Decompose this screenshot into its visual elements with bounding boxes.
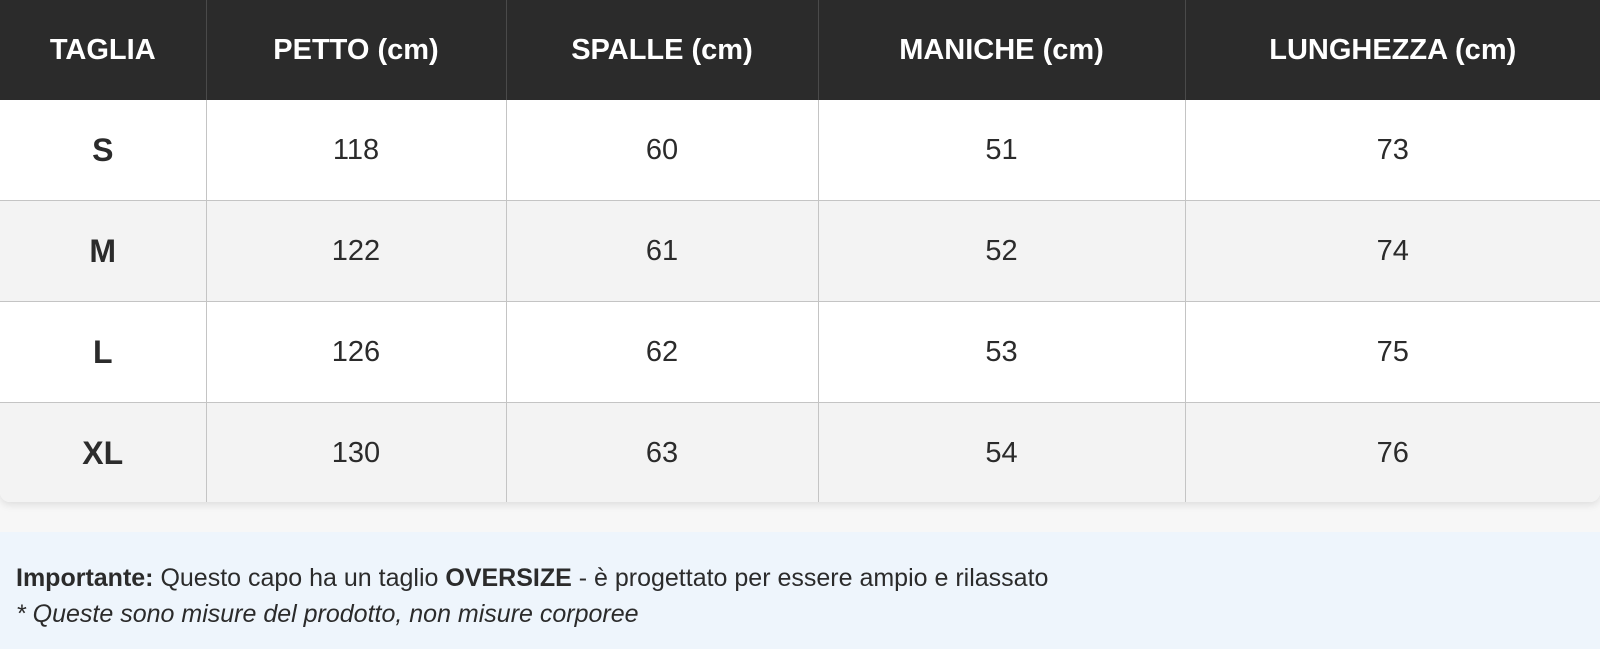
spalle-cell: 63 bbox=[506, 402, 819, 502]
size-cell: S bbox=[0, 100, 207, 201]
spalle-cell: 61 bbox=[506, 200, 819, 302]
lunghezza-cell: 74 bbox=[1185, 200, 1600, 302]
size-cell: L bbox=[0, 301, 207, 403]
header-lunghezza: LUNGHEZZA (cm) bbox=[1185, 0, 1600, 100]
note-text-after: - è progettato per essere ampio e rilass… bbox=[571, 564, 1049, 592]
note-text-before: Questo capo ha un taglio bbox=[153, 564, 446, 592]
spalle-cell: 60 bbox=[506, 100, 819, 201]
header-spalle: SPALLE (cm) bbox=[506, 0, 819, 100]
table-header: TAGLIA PETTO (cm) SPALLE (cm) MANICHE (c… bbox=[0, 0, 1600, 100]
header-petto: PETTO (cm) bbox=[206, 0, 507, 100]
header-row: TAGLIA PETTO (cm) SPALLE (cm) MANICHE (c… bbox=[0, 0, 1600, 100]
lunghezza-cell: 73 bbox=[1376, 133, 1409, 166]
petto-cell: 118 bbox=[206, 100, 507, 201]
size-cell: XL bbox=[0, 402, 207, 502]
lunghezza-cell: 76 bbox=[1185, 402, 1600, 502]
maniche-cell: 54 bbox=[818, 402, 1186, 502]
note-highlight: OVERSIZE bbox=[445, 564, 572, 592]
oversize-notice: Importante: Questo capo ha un taglio OVE… bbox=[16, 560, 1584, 596]
note-label: Importante: bbox=[16, 564, 154, 592]
maniche-cell: 53 bbox=[818, 301, 1186, 403]
lunghezza-cell: 75 bbox=[1185, 301, 1600, 403]
size-table: TAGLIA PETTO (cm) SPALLE (cm) MANICHE (c… bbox=[0, 0, 1600, 502]
table-body: S 118 60 51 73 M 122 61 52 74 L 126 62 5… bbox=[0, 100, 1600, 502]
table-row: M 122 61 52 74 bbox=[0, 200, 1600, 302]
table-row: XL 130 63 54 76 bbox=[0, 402, 1600, 502]
important-note: Importante: Questo capo ha un taglio OVE… bbox=[0, 532, 1600, 649]
spalle-cell: 62 bbox=[506, 301, 819, 403]
petto-cell: 122 bbox=[206, 200, 507, 302]
size-cell: M bbox=[0, 200, 207, 302]
maniche-cell: 51 bbox=[818, 100, 1186, 201]
table-row: S 118 60 51 73 bbox=[0, 100, 1600, 201]
petto-cell: 130 bbox=[206, 402, 507, 502]
header-taglia: TAGLIA bbox=[0, 0, 207, 100]
measurement-disclaimer: * Queste sono misure del prodotto, non m… bbox=[16, 600, 639, 628]
petto-cell: 126 bbox=[206, 301, 507, 403]
table-row: L 126 62 53 75 bbox=[0, 301, 1600, 403]
size-chart: TAGLIA PETTO (cm) SPALLE (cm) MANICHE (c… bbox=[0, 0, 1600, 502]
header-maniche: MANICHE (cm) bbox=[818, 0, 1186, 100]
maniche-cell: 52 bbox=[818, 200, 1186, 302]
